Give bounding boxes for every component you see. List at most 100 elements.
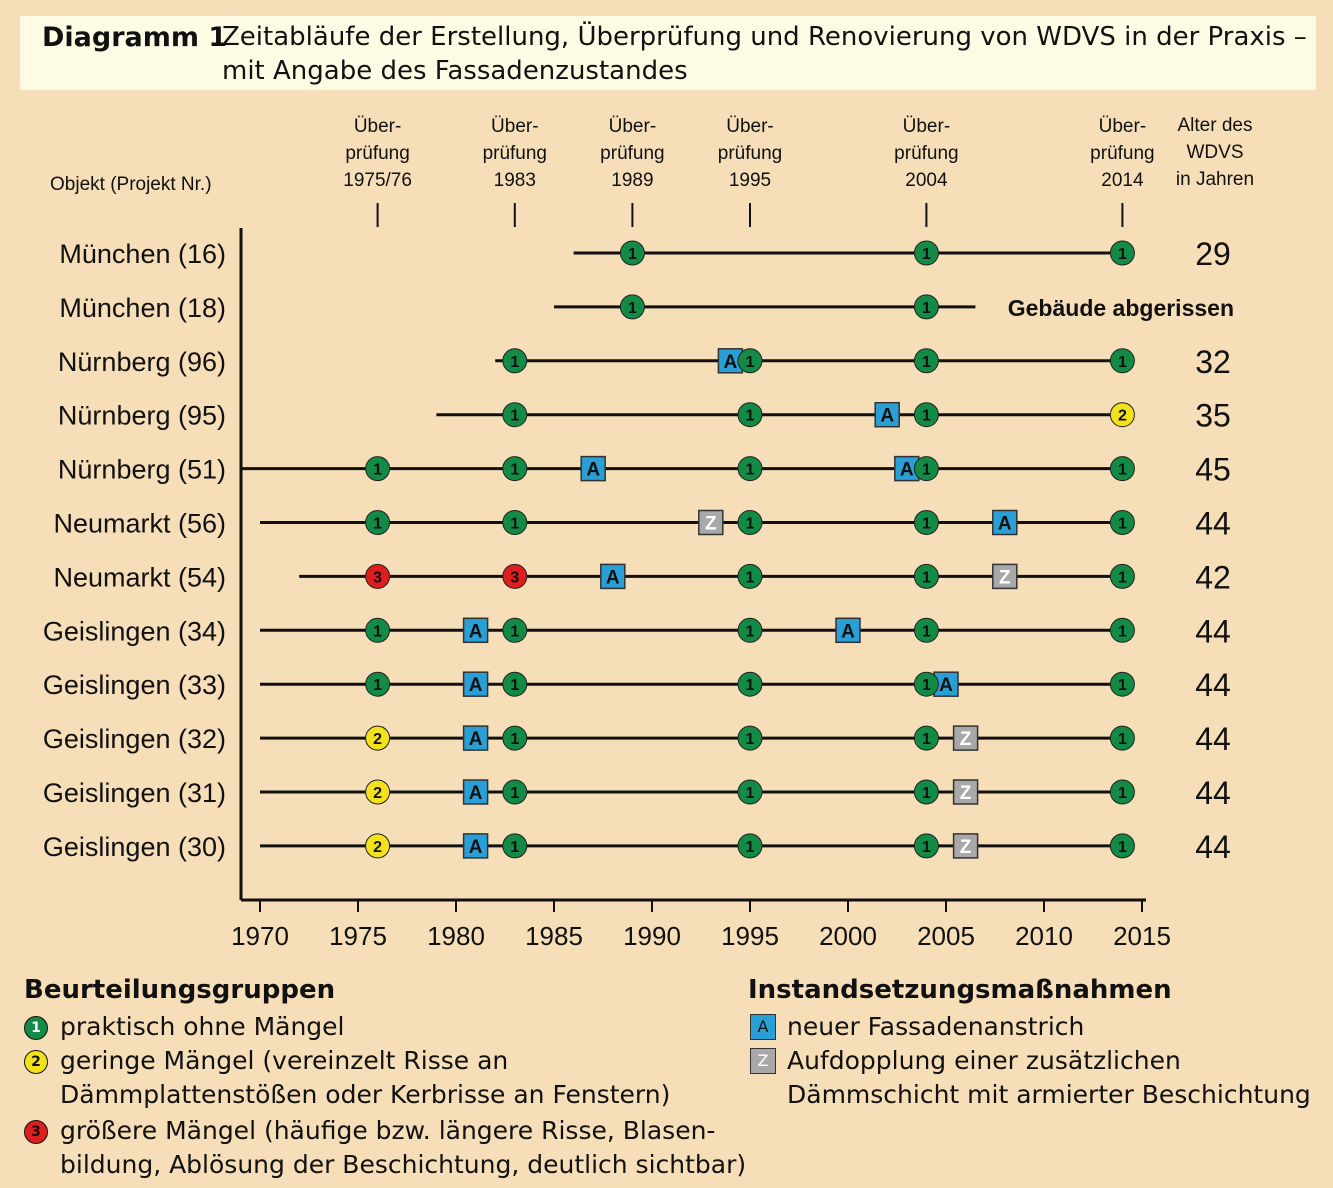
legend-rating-3-line1: größere Mängel (häufige bzw. längere Ris… (60, 1116, 716, 1145)
rating-marker (737, 833, 763, 859)
rating-marker-label: 1 (922, 246, 931, 263)
inspection-label: prüfung (600, 143, 664, 164)
inspection-label: 1989 (611, 170, 653, 191)
x-tick-label: 1995 (721, 921, 779, 951)
row-age: 42 (1195, 559, 1231, 595)
rating-marker-label: 1 (922, 354, 931, 371)
rating-marker-label: 1 (746, 839, 755, 856)
legend-measure-a-symbol: A (750, 1014, 776, 1040)
row-note: Gebäude abgerissen (1008, 295, 1234, 321)
x-tick-label: 1980 (427, 921, 485, 951)
rating-marker-label: 1 (1118, 731, 1127, 748)
row-label: Nürnberg (95) (58, 401, 226, 431)
rating-marker-label: 1 (922, 408, 931, 425)
legend-rating-2-line1: geringe Mängel (vereinzelt Risse an (60, 1046, 509, 1075)
rating-marker (502, 348, 528, 374)
rating-marker (365, 563, 391, 589)
measure-marker-label: Z (999, 567, 1011, 588)
diagram-header: Diagramm 1 Zeitabläufe der Erstellung, Ü… (20, 16, 1316, 90)
rating-marker-label: 1 (628, 300, 637, 317)
measure-marker-label: Z (960, 837, 972, 858)
rating-marker-label: 1 (510, 408, 519, 425)
rating-marker (737, 456, 763, 482)
rating-marker (1109, 456, 1135, 482)
rating-marker (913, 348, 939, 374)
rating-marker (737, 617, 763, 643)
rating-marker (737, 671, 763, 697)
rating-marker (365, 833, 391, 859)
age-header-line: WDVS (1187, 142, 1244, 163)
rating-marker (1109, 510, 1135, 535)
rating-marker-label: 2 (373, 731, 382, 748)
row-label: München (16) (59, 239, 226, 269)
rating-marker-label: 1 (510, 516, 519, 533)
measure-marker-label: A (469, 675, 483, 696)
rating-marker-label: 1 (510, 839, 519, 856)
measure-marker-label: A (939, 675, 953, 696)
rating-marker-label: 1 (510, 731, 519, 748)
rating-marker (913, 456, 939, 482)
row-age: 44 (1195, 775, 1231, 811)
measure-marker (580, 455, 606, 482)
rating-marker (1109, 240, 1135, 266)
inspection-label: Über- (609, 116, 657, 137)
rating-marker (365, 510, 391, 535)
row-label: Neumarkt (56) (53, 509, 226, 539)
row-age: 35 (1195, 398, 1231, 434)
rating-marker (913, 671, 939, 697)
rating-marker-label: 1 (373, 516, 382, 533)
rating-marker-label: 2 (373, 785, 382, 802)
rating-marker-label: 1 (922, 569, 931, 586)
rating-marker-label: 1 (1118, 839, 1127, 856)
measure-marker-label: A (900, 460, 914, 481)
legend-rating-1-symbol: 1 (24, 1016, 48, 1040)
rating-marker-label: 1 (1118, 623, 1127, 640)
inspection-label: Über- (354, 116, 402, 137)
rating-marker (502, 617, 528, 643)
legend-rating-3-line2: bildung, Ablösung der Beschichtung, deut… (60, 1150, 747, 1179)
rating-marker-label: 1 (510, 462, 519, 479)
rating-marker (502, 456, 528, 482)
rating-marker-label: 1 (746, 731, 755, 748)
measure-marker-label: Z (960, 729, 972, 750)
rating-marker (913, 294, 939, 320)
measure-marker (462, 833, 489, 859)
measure-marker-label: A (606, 567, 620, 588)
rating-marker (737, 779, 763, 805)
inspection-label: Über- (726, 116, 774, 137)
rating-marker (913, 725, 939, 751)
row-label: Geislingen (30) (43, 832, 226, 862)
rating-marker-label: 1 (1118, 785, 1127, 802)
rating-marker (1109, 348, 1135, 374)
rating-marker-label: 1 (746, 569, 755, 586)
rating-marker (913, 240, 939, 266)
measure-marker-label: A (841, 621, 855, 642)
rating-marker-label: 1 (922, 462, 931, 479)
rating-marker (913, 617, 939, 643)
measure-marker (600, 563, 626, 590)
measure-marker (952, 725, 979, 751)
measure-marker (874, 401, 900, 428)
rating-marker-label: 1 (1118, 569, 1127, 586)
legend-rating-3-symbol: 3 (24, 1120, 48, 1144)
rating-marker (1109, 563, 1135, 589)
inspection-label: Über- (903, 116, 951, 137)
rating-marker (737, 510, 763, 535)
row-label: Geislingen (32) (43, 724, 226, 754)
row-age: 32 (1195, 344, 1231, 380)
rating-marker-label: 1 (746, 623, 755, 640)
measure-marker-label: A (586, 460, 600, 481)
rating-marker (502, 510, 528, 535)
inspection-label: Über- (491, 116, 539, 137)
row-age: 44 (1195, 506, 1231, 542)
x-tick-label: 1970 (231, 921, 289, 951)
rating-marker-label: 1 (1118, 516, 1127, 533)
rating-marker (1109, 402, 1135, 428)
inspection-label: 2004 (905, 170, 948, 191)
legend-measure-z-line2: Dämmschicht mit armierter Beschichtung (787, 1080, 1311, 1109)
rating-marker-label: 2 (1118, 408, 1127, 425)
measure-marker (952, 779, 979, 805)
object-header: Objekt (Projekt Nr.) (50, 174, 212, 195)
rating-marker (365, 779, 391, 805)
row-label: Nürnberg (51) (58, 455, 226, 485)
